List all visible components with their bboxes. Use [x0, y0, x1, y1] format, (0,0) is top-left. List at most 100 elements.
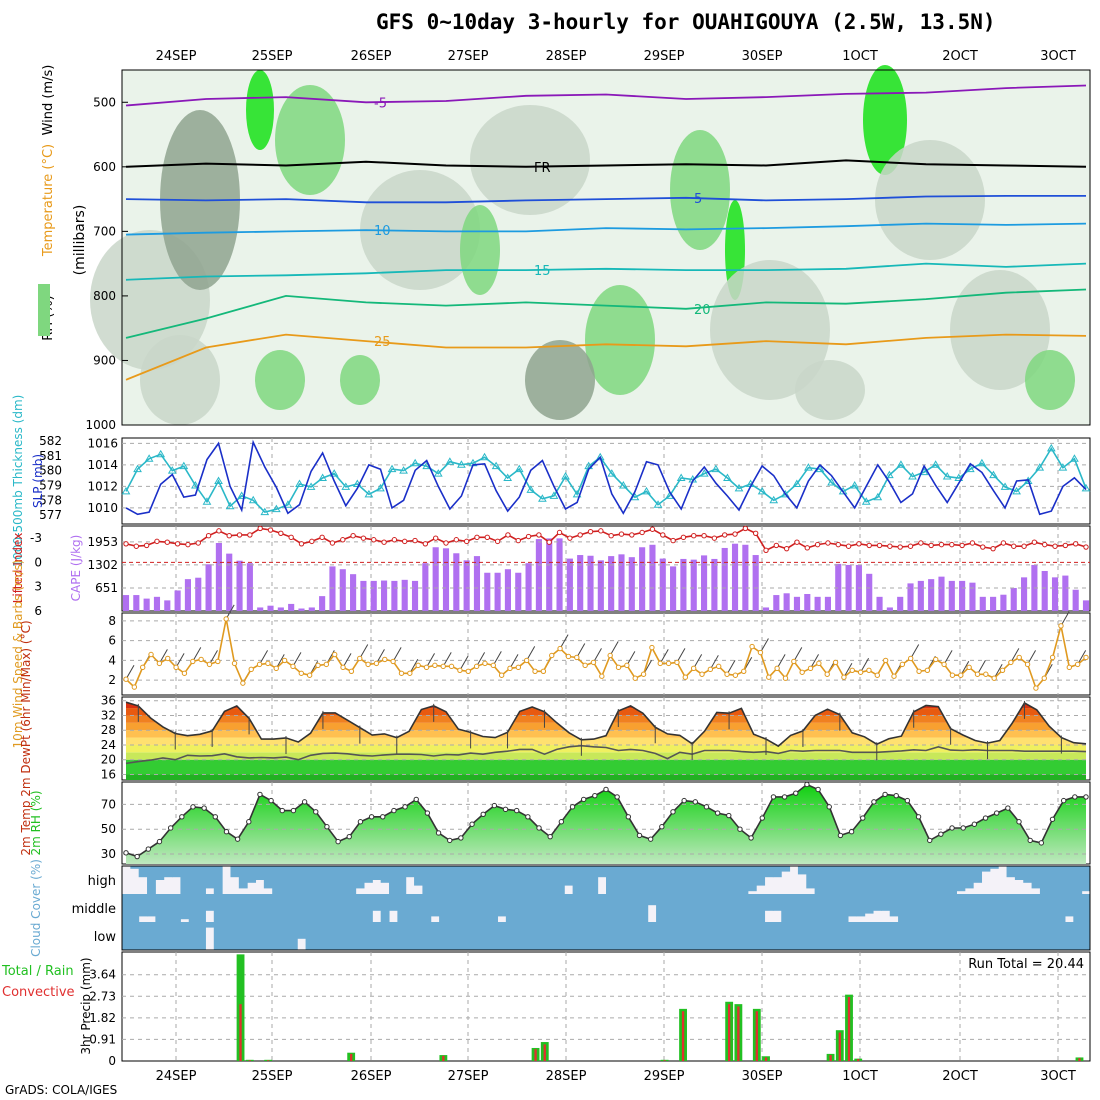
thickness-point: [387, 464, 397, 473]
cloud-panel: high middle low: [72, 865, 1091, 951]
temperature-axis-title: Temperature (°C): [41, 144, 56, 257]
cloud-low-cell: [389, 922, 398, 950]
cape-tick-label: 651: [95, 581, 118, 595]
cloud-low-cell: [439, 922, 448, 950]
lifted-index-line-point: [319, 534, 325, 541]
cloud-low-cell: [514, 922, 524, 950]
lifted-index-line-point: [525, 533, 532, 540]
cloud-high-cell: [564, 866, 574, 886]
cape-bar: [391, 580, 398, 611]
cloud-high-cell: [981, 866, 991, 872]
thickness-point: [283, 500, 293, 508]
thickness-point: [457, 460, 466, 468]
cloud-middle-cell: [372, 894, 382, 911]
cloud-high-cell: [739, 866, 749, 894]
cloud-low-cell: [522, 922, 532, 950]
cape-bar: [246, 563, 253, 611]
thickness-point: [804, 463, 813, 471]
cloud-low-cell: [155, 922, 165, 950]
thickness-point: [399, 466, 408, 474]
wind-speed-line-point: [991, 675, 997, 681]
precip-conv-bar: [681, 1011, 685, 1061]
cape-bar: [122, 595, 130, 611]
wind-speed-line-point: [565, 653, 572, 660]
pressure-tick-label: 800: [93, 289, 116, 303]
lifted-index-line-point: [484, 534, 490, 541]
chart-title: GFS 0~10day 3-hourly for OUAHIGOUYA (2.5…: [376, 10, 996, 34]
thickness-tick-label: 581: [39, 449, 62, 463]
cape-bar: [453, 553, 460, 611]
rh2m-line-point: [257, 791, 263, 798]
cloud-high-cell: [923, 866, 932, 894]
isotherm-line: [125, 222, 1087, 236]
wind-speed-line-point: [732, 672, 739, 678]
precip-tick-label: 0.91: [89, 1032, 116, 1046]
cloud-low-cell: [489, 922, 499, 950]
cloud-low-cell: [831, 922, 841, 950]
lifted-cape-panel-frame: [121, 525, 1091, 612]
cloud-high-cell: [822, 866, 832, 894]
lifted-index-line-point: [288, 534, 294, 541]
rh-area: [710, 260, 830, 400]
lifted-index-line-point: [195, 540, 201, 546]
precip-panel-frame: [121, 951, 1091, 1062]
thickness-point: [1070, 454, 1079, 462]
cloud-middle-cell: [664, 894, 674, 922]
thickness-point: [896, 460, 906, 468]
wind-speed-line-point: [340, 664, 346, 671]
cloud-middle-cell: [964, 894, 974, 922]
cape-bar: [959, 580, 966, 611]
cape-bar: [928, 579, 935, 611]
thickness-tick-label: 580: [39, 464, 62, 478]
cloud-low-cell: [647, 922, 657, 950]
wind-speed-line-point: [231, 660, 238, 667]
thickness-tick-label: 579: [39, 478, 62, 492]
cloud-low-cell: [238, 922, 248, 950]
date-label-top: 3OCT: [1040, 49, 1076, 64]
rh2m-line-point: [1060, 797, 1067, 804]
rh2m-line-point: [647, 836, 654, 842]
wind-speed-line-point: [757, 649, 764, 656]
temp-tick-label: 36: [101, 694, 116, 708]
cape-bar: [411, 580, 419, 611]
lifted-index-line-point: [381, 539, 387, 545]
cloud-high-cell: [455, 866, 465, 894]
cloud-low-cell: [163, 922, 173, 950]
wind-speed-line-point: [473, 663, 480, 670]
rh2m-line-point: [692, 799, 699, 805]
rh2m-line-point: [848, 828, 855, 835]
thickness-axis-title: 1000-500mb Thickness (dm): [11, 395, 25, 568]
cloud-middle-cell: [522, 894, 532, 922]
cloud-low-cell: [814, 922, 824, 950]
wind-speed-line-point: [849, 667, 855, 674]
cloud-middle-cell: [530, 894, 540, 922]
cape-bar: [360, 580, 367, 611]
rh-area: [795, 360, 865, 420]
cape-bar: [969, 582, 976, 611]
cloud-low-cell: [1023, 922, 1033, 950]
wind-speed-line-point: [357, 655, 363, 662]
thickness-point: [873, 492, 883, 501]
cloud-high-cell: [130, 866, 140, 869]
cloud-high-cell: [772, 866, 782, 878]
isotherm-label: 10: [374, 224, 391, 239]
cloud-low-cell: [330, 922, 340, 950]
cape-bar: [618, 554, 625, 611]
rh2m-line-point: [234, 836, 241, 842]
rh-area: [585, 285, 655, 395]
cape-bar: [597, 560, 604, 611]
rh2m-line-point: [525, 814, 531, 820]
cloud-low-cell: [480, 922, 490, 950]
thickness-line: [125, 446, 1087, 513]
precip-conv-bar: [350, 1053, 353, 1061]
wind-speed-line-point: [131, 684, 138, 690]
cloud-middle-cell: [122, 894, 131, 922]
cloud-middle-cell: [247, 894, 257, 922]
cloud-high-cell: [489, 866, 499, 894]
wind-speed-line-point: [891, 673, 897, 679]
cape-bar: [1010, 587, 1017, 611]
lifted-index-line-point: [835, 541, 841, 548]
rh2m-line-point: [156, 838, 163, 845]
cape-bar: [525, 563, 532, 611]
lifted-index-line-point: [629, 532, 635, 538]
